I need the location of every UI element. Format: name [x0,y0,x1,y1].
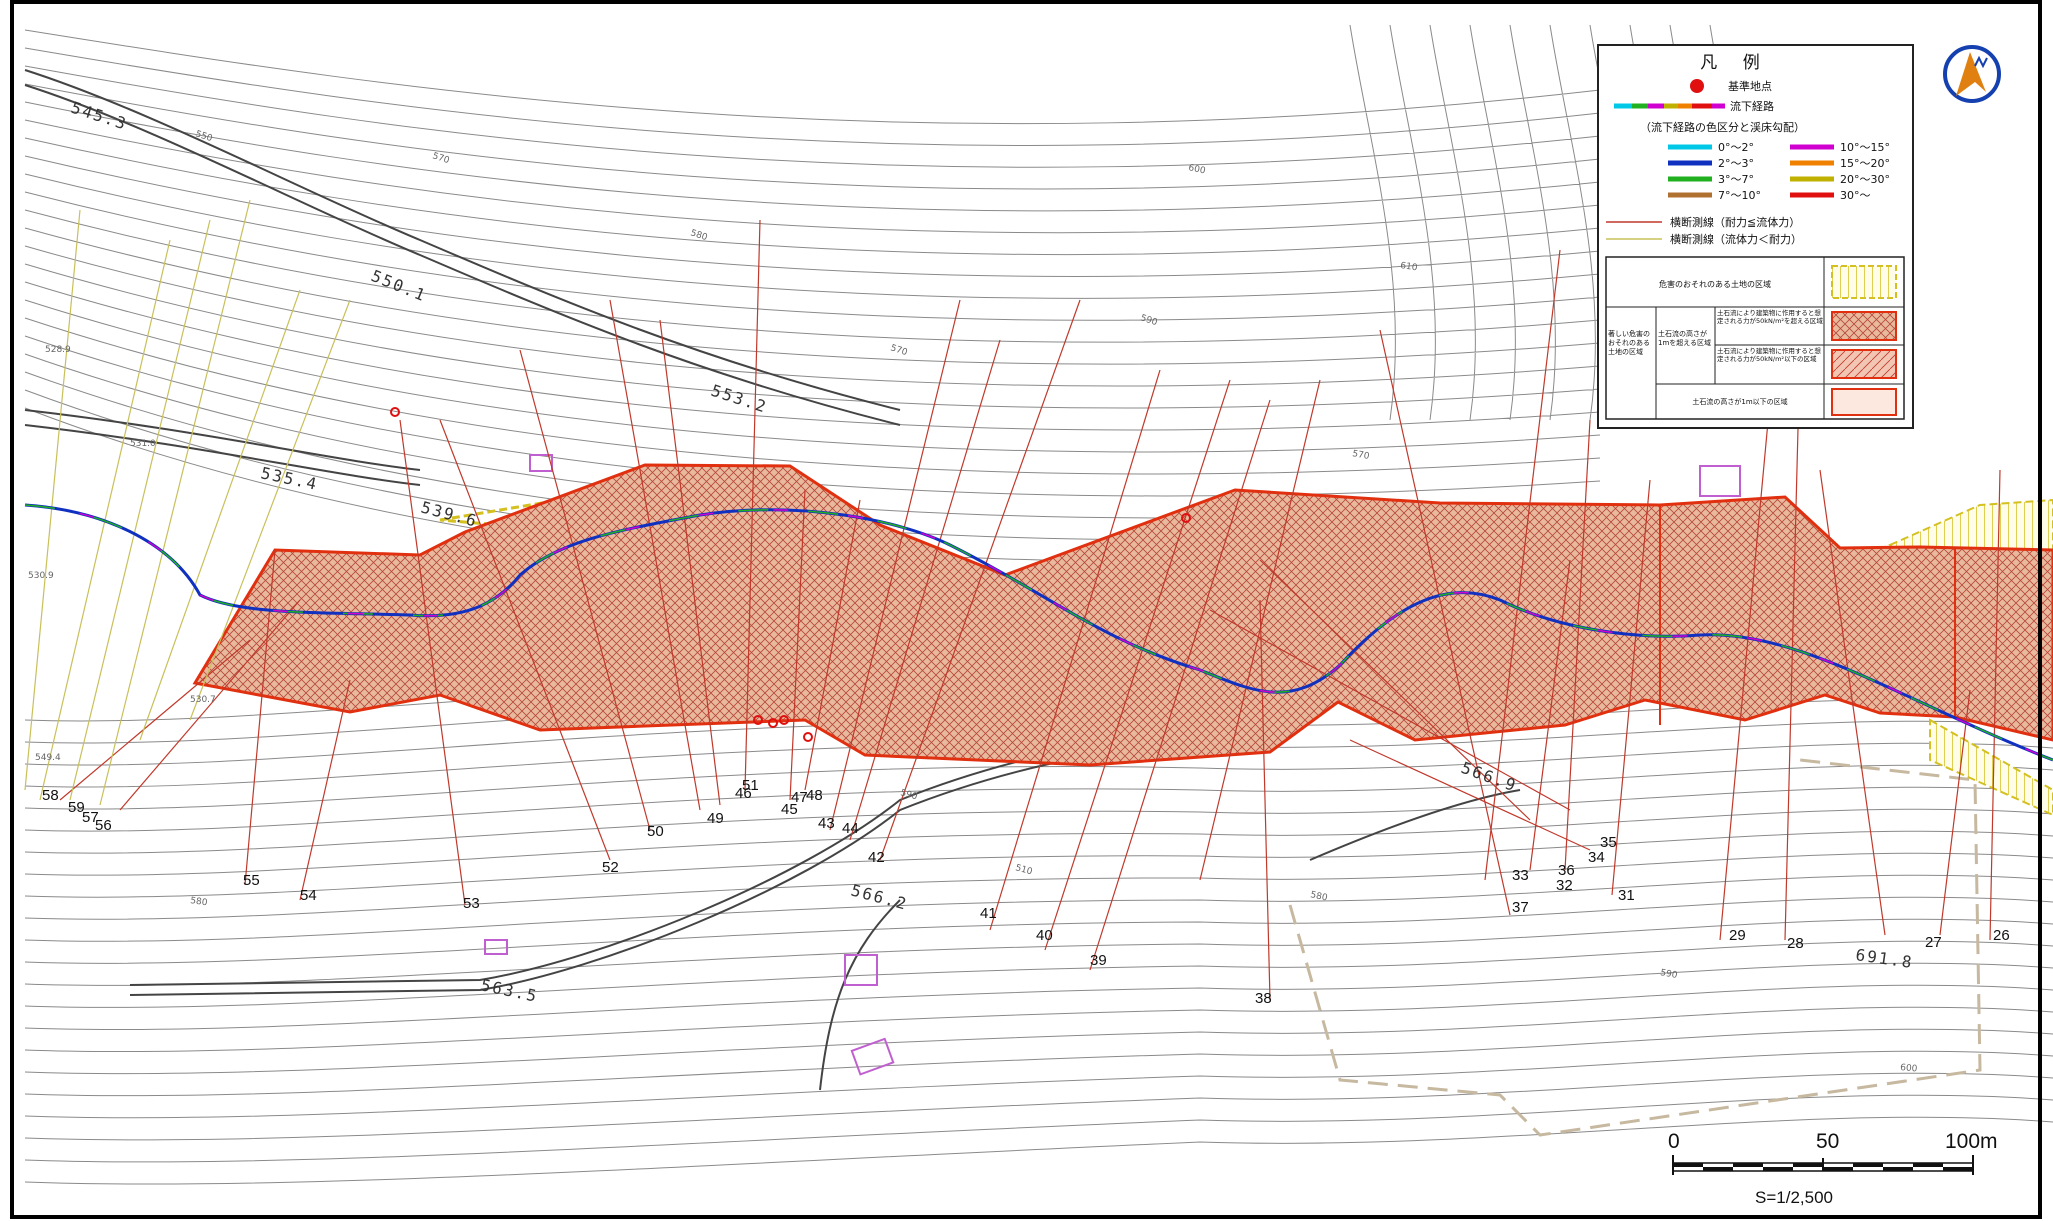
section-number-51: 51 [742,777,759,794]
svg-text:590: 590 [899,788,918,802]
scale-label-100m: 100m [1945,1130,1998,1153]
section-number-50: 50 [647,823,664,840]
section-number-32: 32 [1556,877,1573,894]
svg-text:580: 580 [190,896,209,908]
elev-549-4: 549.4 [35,753,61,763]
section-number-53: 53 [463,895,480,912]
contour-labels: 550 570 580 590 600 610 570 590 570 510 … [190,129,1918,1074]
swatch-under-1m [1831,388,1897,416]
section-number-28: 28 [1787,935,1804,952]
gradient-label-3: 7°～10° [1718,189,1761,202]
swatch-force-under [1831,349,1897,379]
legend-zone-force-over: 土石流により建築物に作用すると想定される力が50kN/m²を超える区域 [1717,309,1823,325]
svg-text:570: 570 [1351,449,1370,462]
legend-zone-danger: 危害のおそれのある土地の区域 [1659,280,1771,289]
section-number-46: 46 [735,785,752,802]
base-points [390,407,1191,742]
section-number-29: 29 [1729,927,1746,944]
swatch-danger [1831,265,1897,299]
legend-zone-severe: 著しい危害のおそれのある土地の区域 [1608,330,1650,356]
section-number-59: 59 [68,799,85,816]
section-number-40: 40 [1036,927,1053,944]
svg-text:590: 590 [1659,968,1678,981]
svg-text:610: 610 [1400,261,1419,273]
gradient-label-4: 10°～15° [1840,141,1890,154]
swatch-force-over [1831,311,1897,341]
gradient-label-0: 0°～2° [1718,141,1754,154]
section-number-34: 34 [1588,849,1605,866]
legend-base-point: 基準地点 [1728,79,1772,93]
gradient-legend-rows: 0°～2° 2°～3° 3°～7° 7°～10° 10°～15° 15°～20° 20°～3… [1668,141,1890,202]
gradient-label-6: 20°～30° [1840,173,1890,186]
scale-label-0: 0 [1668,1130,1680,1153]
section-number-43: 43 [818,815,835,832]
section-number-35: 35 [1600,834,1617,851]
section-number-41: 41 [980,905,997,922]
section-number-36: 36 [1558,862,1575,879]
section-number-45: 45 [781,801,798,818]
scale-ratio: S=1/2,500 [1755,1188,1833,1207]
section-number-52: 52 [602,859,619,876]
north-arrow-icon [1940,40,2008,108]
section-number-54: 54 [300,887,317,904]
svg-text:510: 510 [1014,863,1033,877]
legend-title: 凡 例 [1700,53,1769,73]
section-number-56: 56 [95,817,112,834]
map-border [10,0,2042,1219]
section-number-49: 49 [707,810,724,827]
legend-zone-over-1m: 土石流の高さが1mを超える区域 [1658,330,1712,347]
legend-zone-force-under: 土石流により建築物に作用すると想定される力が50kN/m²以下の区域 [1717,347,1821,363]
section-number-48: 48 [806,787,823,804]
section-number-39: 39 [1090,952,1107,969]
section-lines-red [59,219,2001,1001]
gradient-label-1: 2°～3° [1718,157,1754,170]
section-number-47: 47 [791,789,808,806]
hazard-zone-polygon [192,463,2053,767]
svg-text:600: 600 [1187,163,1206,176]
legend-zone-under-1m: 土石流の高さが1m以下の区域 [1692,398,1788,406]
section-number-44: 44 [842,820,859,837]
debris-flow-zone [192,463,2053,767]
elev-530-9: 530.9 [28,571,54,581]
legend-flow-path: 流下経路 [1730,99,1774,113]
elev-530-7: 530.7 [190,695,216,705]
property-lines [1288,758,1982,1137]
legend-gradient-heading: （流下経路の色区分と渓床勾配） [1640,120,1805,134]
section-number-42: 42 [868,849,885,866]
section-number-57: 57 [82,809,99,826]
legend-section-red: 横断測線（耐力≦流体力） [1670,215,1800,229]
section-number-38: 38 [1255,990,1272,1007]
base-point-icon [1690,79,1704,93]
section-number-27: 27 [1925,934,1942,951]
section-number-31: 31 [1618,887,1635,904]
section-number-55: 55 [243,872,260,889]
gradient-label-5: 15°～20° [1840,157,1890,170]
scale-label-50: 50 [1816,1130,1839,1153]
scale-bar: 0 50 100m S=1/2,500 [1668,1130,1998,1207]
legend: 凡 例 基準地点 流下経路 （流下経路の色区分と渓床勾配） 0°～2° 2°～3°… [1597,44,1914,429]
flow-path [24,503,2053,762]
svg-text:600: 600 [1900,1063,1918,1074]
elev-531-0: 531.0 [130,439,156,449]
elev-528-9: 528.9 [45,345,71,355]
section-number-33: 33 [1512,867,1529,884]
section-number-26: 26 [1993,927,2010,944]
svg-text:580: 580 [1309,890,1328,903]
section-number-37: 37 [1512,899,1529,916]
legend-section-yellow: 横断測線（流体力＜耐力） [1670,232,1802,246]
gradient-label-2: 3°～7° [1718,173,1754,186]
gradient-label-7: 30°～ [1840,189,1871,202]
section-number-58: 58 [42,787,59,804]
